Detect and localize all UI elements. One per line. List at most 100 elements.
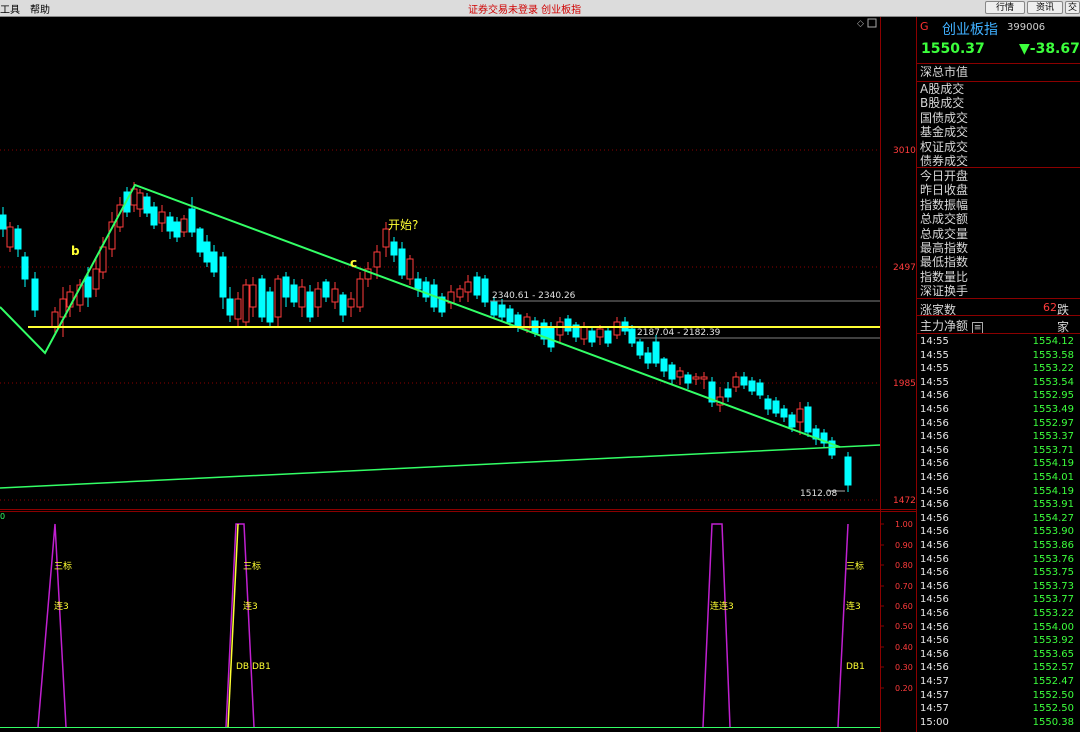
tick-price: 1550.38 <box>1032 716 1074 728</box>
candle <box>21 252 29 287</box>
indicator-zero: 0 <box>0 512 5 521</box>
quote-field-label: 最高指数 <box>920 241 969 255</box>
index-name[interactable]: 创业板指 <box>942 22 998 38</box>
candle <box>234 292 242 327</box>
quote-flag: G <box>920 20 929 33</box>
long-support-line <box>0 444 881 489</box>
index-code: 399006 <box>1007 22 1046 33</box>
tick-row: 14:56 1553.86 <box>917 539 1080 553</box>
candle <box>660 357 668 377</box>
main-net-flow-label[interactable]: 主力净额 ≡ <box>920 319 984 334</box>
candle <box>188 197 196 237</box>
candle <box>748 377 756 395</box>
candle <box>226 287 234 322</box>
tick-price: 1552.97 <box>1032 417 1074 429</box>
tick-price: 1553.22 <box>1032 608 1074 619</box>
chart-annotations: b c 开始? 2340.61 - 2340.26 2187.04 - 2182… <box>71 218 845 499</box>
indicator-tick: 1.00 <box>895 520 913 529</box>
indicator-axis: 1.00 0.90 0.80 0.70 0.60 0.50 0.40 0.30 0.20 <box>880 520 913 693</box>
news-button[interactable]: 资讯 <box>1027 1 1063 14</box>
kline-chart[interactable]: ◇ 3010 2497 1985 1472 b c 开始? 2340.61 - … <box>0 17 917 732</box>
divider <box>917 167 1080 168</box>
divider <box>917 298 1080 299</box>
decliners-label: 跌家 <box>1057 303 1070 334</box>
candle <box>158 205 166 232</box>
indicator-label-sanbiao-1: 三标 <box>54 560 72 572</box>
tick-time: 14:56 <box>920 472 949 483</box>
tick-row: 14:56 1553.90 <box>917 525 1080 539</box>
tick-price: 1553.37 <box>1032 431 1074 443</box>
tick-time: 14:56 <box>920 417 949 429</box>
tick-row: 14:56 1554.27 <box>917 512 1080 526</box>
menu-tools[interactable]: 工具 <box>0 5 20 16</box>
y-tick-3010: 3010 <box>893 146 916 156</box>
price-change: ▼-38.67 <box>1019 41 1080 57</box>
candle <box>780 405 788 422</box>
candle <box>652 335 660 367</box>
candle <box>844 452 852 492</box>
tick-time: 14:56 <box>920 594 949 606</box>
y-tick-1985: 1985 <box>893 379 916 389</box>
indicator-label-lian3-2: 连3 <box>243 600 258 612</box>
tick-row: 14:56 1554.19 <box>917 457 1080 471</box>
candle <box>812 425 820 445</box>
candle <box>150 202 158 229</box>
tick-time: 14:56 <box>920 648 949 660</box>
quote-field-label: 昨日收盘 <box>920 183 969 198</box>
tick-time: 14:56 <box>920 485 949 497</box>
list-icon: ≡ <box>971 322 984 334</box>
candle <box>31 272 39 317</box>
tick-row: 14:57 1552.47 <box>917 675 1080 689</box>
candle <box>740 372 748 389</box>
candle <box>756 379 764 399</box>
indicator-tick: 0.40 <box>895 643 913 652</box>
tick-price: 1553.90 <box>1032 526 1074 538</box>
trade-button[interactable]: 交 <box>1065 1 1080 14</box>
quotes-button[interactable]: 行情 <box>985 1 1025 14</box>
price-axis: 3010 2497 1985 1472 <box>893 146 916 506</box>
trend-lines <box>0 183 881 489</box>
quote-field-label: 债券成交 <box>920 154 969 168</box>
indicator-label-dbdb1: DB DB1 <box>236 662 271 672</box>
tick-row: 14:56 1554.19 <box>917 485 1080 499</box>
candle <box>331 282 339 309</box>
candle <box>456 285 464 302</box>
quote-field-label: 基金成交 <box>920 125 969 140</box>
tick-time: 14:57 <box>920 676 949 687</box>
tick-price: 1553.54 <box>1032 376 1074 388</box>
tick-price: 1553.77 <box>1032 594 1074 606</box>
candle <box>644 347 652 369</box>
tick-row: 14:56 1553.71 <box>917 444 1080 458</box>
quote-field-label: 深总市值 <box>920 65 969 79</box>
candle <box>676 367 684 385</box>
tick-row: 14:56 1553.49 <box>917 403 1080 417</box>
tick-time: 14:56 <box>920 499 949 511</box>
indicator-tick: 0.20 <box>895 684 913 693</box>
candle <box>59 287 67 337</box>
indicator-peak-1 <box>37 523 67 728</box>
tick-row: 14:55 1553.22 <box>917 362 1080 376</box>
menu-bar: 工具 帮助 证券交易未登录 创业板指 行情 资讯 交 <box>0 0 1080 17</box>
candle <box>588 327 596 347</box>
tick-time: 14:56 <box>920 567 949 579</box>
wave-label-c: c <box>350 256 357 270</box>
tick-price: 1553.73 <box>1032 580 1074 592</box>
y-tick-2497: 2497 <box>893 263 916 273</box>
advancers-value: 62 <box>1043 301 1057 314</box>
quote-field-label: 国债成交 <box>920 110 969 125</box>
tick-row: 15:00 1550.38 <box>917 716 1080 730</box>
tick-row: 14:56 1554.01 <box>917 471 1080 485</box>
candle <box>356 272 364 312</box>
quote-field-label: 深证换手 <box>920 284 969 299</box>
quote-field-label: 最低指数 <box>920 255 969 270</box>
wave-label-b: b <box>71 244 80 258</box>
indicator-label-lianlian3: 连连3 <box>710 600 734 612</box>
tick-row: 14:56 1552.57 <box>917 661 1080 675</box>
candle <box>274 275 282 327</box>
candle <box>0 207 7 237</box>
quote-panel: G 创业板指 399006 1550.37 ▼-38.67 深总市值 A股成交 B… <box>917 17 1080 732</box>
candle <box>572 322 580 342</box>
candle <box>556 317 564 342</box>
menu-help[interactable]: 帮助 <box>30 5 50 16</box>
candle <box>464 275 472 302</box>
